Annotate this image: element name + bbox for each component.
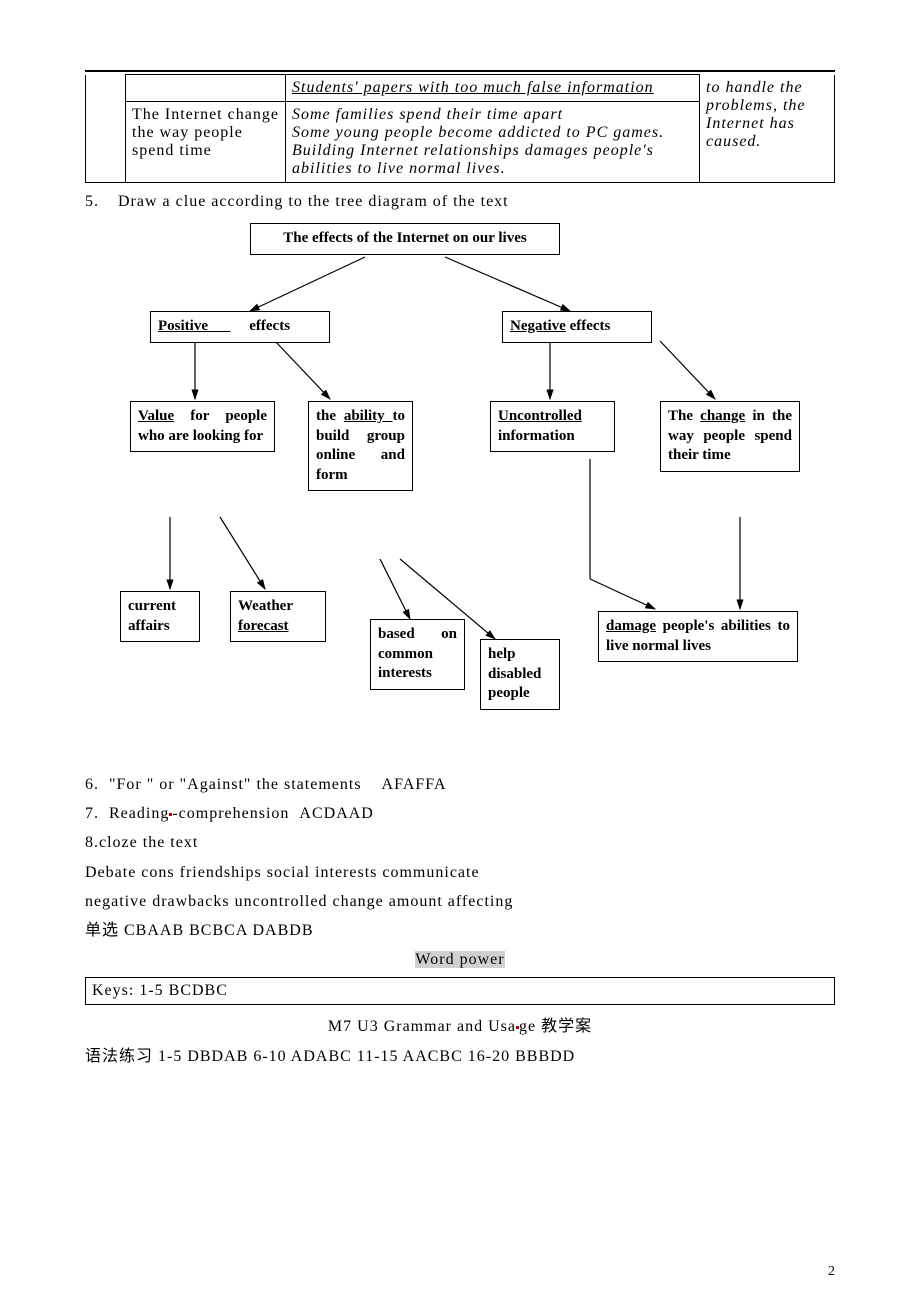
- item-8: 8.cloze the text: [85, 829, 835, 856]
- table-r1c3: Students' papers with too much false inf…: [286, 75, 700, 102]
- pos-eff: effects: [249, 318, 290, 334]
- table-col1: [86, 75, 126, 183]
- grammar-answers: 语法练习 1-5 DBDAB 6-10 ADABC 11-15 AACBC 16…: [85, 1043, 835, 1070]
- grammar-block: M7 U3 Grammar and Usage 教学案 语法练习 1-5 DBD…: [85, 1013, 835, 1069]
- unc-u: Uncontrolled: [498, 408, 582, 424]
- box-positive: Positive effects: [150, 311, 330, 343]
- col4-line1: to handle the: [706, 79, 803, 96]
- box-ability: the ability to build group online and fo…: [308, 401, 413, 491]
- pos-u: Positive: [158, 318, 208, 334]
- chg-u: change: [700, 408, 745, 424]
- grammar-title: M7 U3 Grammar and Usage 教学案: [85, 1013, 835, 1040]
- r2c3-a: Some families spend their time apart: [292, 106, 693, 124]
- dmg-u: damage: [606, 618, 656, 634]
- item-5: 5. Draw a clue according to the tree dia…: [85, 193, 835, 211]
- item5-text: Draw a clue according to the tree diagra…: [118, 193, 509, 210]
- box-uncontrolled: Uncontrolled information: [490, 401, 615, 452]
- box-damage: damage people's abilities to live normal…: [598, 611, 798, 662]
- table-r2c2: The Internet change the way people spend…: [126, 102, 286, 183]
- w-pre: Weather: [238, 598, 293, 614]
- neg-u: Negative: [510, 318, 566, 334]
- box-change: The change in the way people spend their…: [660, 401, 800, 472]
- item-6: 6. "For " or "Against" the statements AF…: [85, 771, 835, 798]
- box-current: current affairs: [120, 591, 200, 642]
- chg-pre: The: [668, 408, 700, 424]
- ability-pre: the: [316, 408, 344, 424]
- tree-diagram: The effects of the Internet on our lives…: [100, 219, 820, 759]
- col4-line3: Internet has: [706, 115, 795, 132]
- col4-line2: problems, the: [706, 97, 806, 114]
- cloze-2: negative drawbacks uncontrolled change a…: [85, 888, 835, 915]
- page-number: 2: [828, 1264, 835, 1280]
- box-negative: Negative effects: [502, 311, 652, 343]
- item-7: 7. Reading-comprehension ACDAAD: [85, 800, 835, 827]
- main-table: Students' papers with too much false inf…: [85, 74, 835, 183]
- i7-ans: ACDAAD: [299, 805, 373, 822]
- table-r1c2: [126, 75, 286, 102]
- unc-rest: information: [498, 428, 575, 444]
- box-value: Value for people who are looking for: [130, 401, 275, 452]
- w-u: forecast: [238, 618, 289, 634]
- danxuan: 单选 CBAAB BCBCA DABDB: [85, 917, 835, 944]
- gt2: ge 教学案: [519, 1018, 592, 1035]
- answers-block: 6. "For " or "Against" the statements AF…: [85, 771, 835, 973]
- table-r2c3: Some families spend their time apart Som…: [286, 102, 700, 183]
- box-title: The effects of the Internet on our lives: [250, 223, 560, 255]
- r2c3-b: Some young people become addicted to PC …: [292, 124, 693, 142]
- wordpower-text: Word power: [415, 951, 504, 968]
- i6-ans: AFAFFA: [382, 776, 447, 793]
- gt1: M7 U3 Grammar and Usa: [328, 1018, 516, 1035]
- top-rule: [85, 70, 835, 72]
- col4-line4: caused.: [706, 133, 761, 150]
- i7-label2: -comprehension: [172, 805, 289, 822]
- i7-label: Reading: [109, 805, 169, 822]
- keys-box: Keys: 1-5 BCDBC: [85, 977, 835, 1005]
- cloze-1: Debate cons friendships social interests…: [85, 859, 835, 886]
- num-5: 5.: [85, 193, 113, 211]
- wordpower-row: Word power: [85, 946, 835, 973]
- table-col4: to handle the problems, the Internet has…: [700, 75, 835, 183]
- ability-u: ability: [344, 408, 393, 424]
- r2c3-c: Building Internet relationships damages …: [292, 142, 693, 178]
- box-based: based on common interests: [370, 619, 465, 690]
- box-help: help disabled people: [480, 639, 560, 710]
- neg-eff: effects: [566, 318, 611, 334]
- box-weather: Weather forecast: [230, 591, 326, 642]
- i6-label: "For " or "Against" the statements: [109, 776, 362, 793]
- title-text: The effects of the Internet on our lives: [283, 230, 526, 246]
- value-u: Value: [138, 408, 174, 424]
